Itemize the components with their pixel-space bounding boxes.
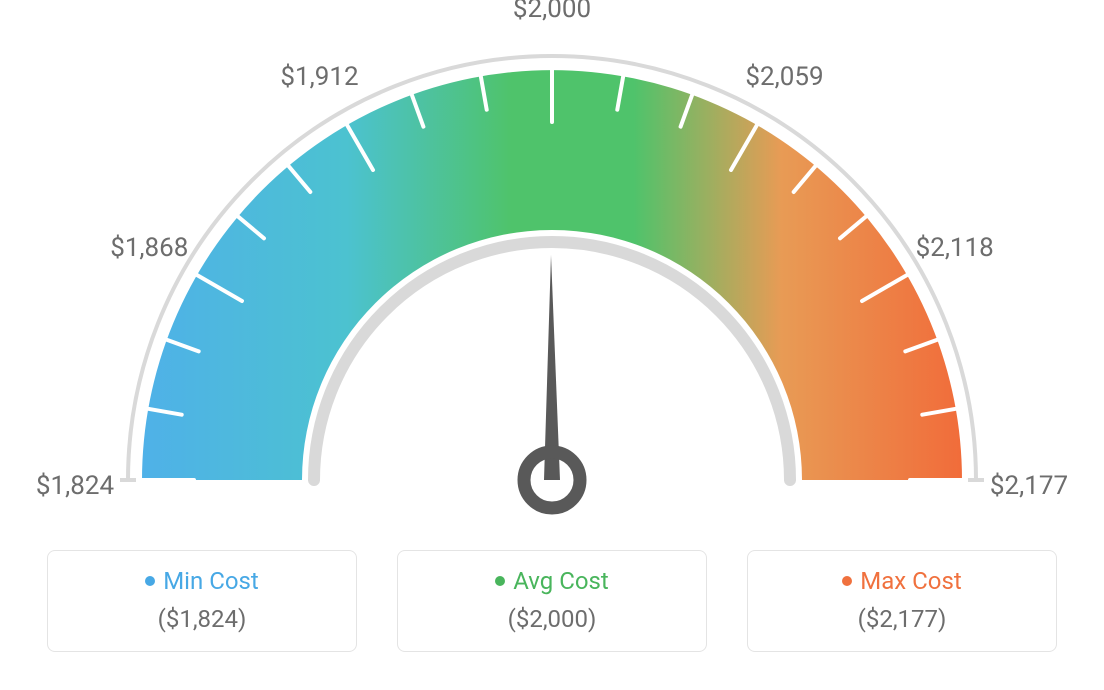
gauge-tick-label: $2,177 <box>990 471 1068 501</box>
legend-title-row: Min Cost <box>145 567 259 595</box>
gauge-tick-label: $1,912 <box>280 62 358 92</box>
legend-card: Max Cost ($2,177) <box>747 550 1057 652</box>
legend-card: Avg Cost ($2,000) <box>397 550 707 652</box>
gauge-tick-label: $1,868 <box>110 233 188 263</box>
legend-dot-icon <box>842 576 852 586</box>
legend-title-row: Avg Cost <box>495 567 609 595</box>
legend-value: ($2,177) <box>858 605 947 633</box>
gauge-tick-label: $2,000 <box>513 0 591 24</box>
legend-title: Avg Cost <box>513 567 609 595</box>
legend-dot-icon <box>495 576 505 586</box>
legend-row: Min Cost ($1,824) Avg Cost ($2,000) Max Cost… <box>0 540 1104 652</box>
legend-dot-icon <box>145 576 155 586</box>
legend-title: Max Cost <box>860 567 961 595</box>
gauge-svg <box>0 0 1104 540</box>
gauge-tick-label: $2,059 <box>745 62 823 92</box>
legend-value: ($2,000) <box>508 605 597 633</box>
gauge-chart: $1,824 $1,868 $1,912 $2,000 $2,059 $2,118 $2,1… <box>0 0 1104 540</box>
gauge-tick-label: $2,118 <box>916 233 994 263</box>
gauge-tick-label: $1,824 <box>36 471 114 501</box>
legend-card: Min Cost ($1,824) <box>47 550 357 652</box>
legend-title: Min Cost <box>163 567 259 595</box>
legend-title-row: Max Cost <box>842 567 961 595</box>
legend-value: ($1,824) <box>158 605 247 633</box>
